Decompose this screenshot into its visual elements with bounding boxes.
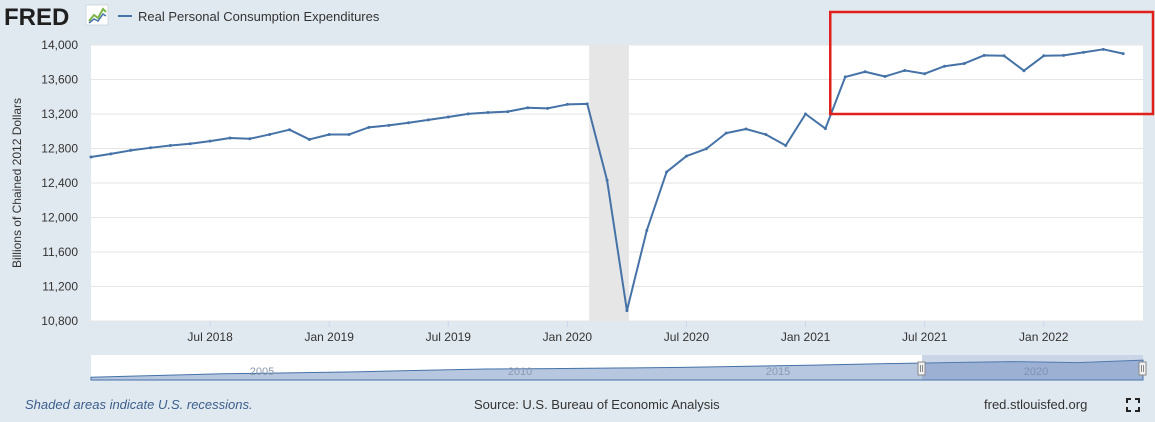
data-point[interactable] — [248, 137, 252, 141]
navigator-label: 2005 — [250, 366, 274, 378]
data-point[interactable] — [784, 143, 788, 147]
data-point[interactable] — [982, 53, 986, 57]
data-point[interactable] — [347, 132, 351, 136]
data-point[interactable] — [407, 121, 411, 125]
y-tick-label: 12,800 — [41, 142, 78, 156]
data-point[interactable] — [903, 68, 907, 72]
data-point[interactable] — [1101, 47, 1105, 51]
y-tick-label: 11,200 — [42, 280, 78, 294]
data-point[interactable] — [486, 110, 490, 114]
y-tick-label: 12,400 — [41, 176, 78, 190]
data-point[interactable] — [605, 178, 609, 182]
data-point[interactable] — [228, 136, 232, 140]
navigator[interactable]: 2005 2010 2015 2020 — [90, 355, 1147, 381]
y-axis-ticks: 10,800 11,200 11,600 12,000 12,400 12,800 13,2… — [41, 38, 78, 328]
data-point[interactable] — [823, 127, 827, 131]
x-tick-label: Jan 2019 — [304, 330, 354, 344]
data-point[interactable] — [843, 75, 847, 79]
data-point[interactable] — [883, 74, 887, 78]
data-point[interactable] — [1022, 69, 1026, 73]
navigator-selection[interactable] — [922, 355, 1143, 380]
data-point[interactable] — [109, 152, 113, 156]
x-tick-label: Jul 2020 — [664, 330, 710, 344]
data-point[interactable] — [704, 147, 708, 151]
data-point[interactable] — [466, 112, 470, 116]
data-point[interactable] — [188, 142, 192, 146]
data-point[interactable] — [149, 146, 153, 150]
data-point[interactable] — [804, 112, 808, 116]
x-axis-ticks: Jul 2018 Jan 2019 Jul 2019 Jan 2020 Jul 2020… — [187, 321, 1069, 344]
navigator-label: 2015 — [766, 366, 790, 378]
data-point[interactable] — [764, 133, 768, 137]
data-point[interactable] — [287, 128, 291, 132]
data-point[interactable] — [129, 148, 133, 152]
data-point[interactable] — [1121, 52, 1125, 56]
x-tick-label: Jul 2019 — [426, 330, 472, 344]
site-url-link[interactable]: fred.stlouisfed.org — [984, 397, 1088, 412]
data-point[interactable] — [1081, 50, 1085, 54]
data-point[interactable] — [426, 118, 430, 122]
recession-note: Shaded areas indicate U.S. recessions. — [25, 397, 253, 412]
y-tick-label: 11,600 — [42, 245, 78, 259]
data-point[interactable] — [327, 133, 331, 137]
data-point[interactable] — [684, 154, 688, 158]
fred-logo[interactable]: FRED — [4, 4, 109, 31]
source-note: Source: U.S. Bureau of Economic Analysis — [474, 397, 720, 412]
y-tick-label: 13,600 — [41, 73, 78, 87]
x-tick-label: Jul 2021 — [902, 330, 948, 344]
data-point[interactable] — [367, 125, 371, 129]
data-point[interactable] — [307, 137, 311, 141]
data-point[interactable] — [923, 72, 927, 76]
navigator-right-handle[interactable] — [1138, 361, 1147, 376]
highlight-layer — [829, 10, 1155, 116]
data-point[interactable] — [387, 123, 391, 127]
data-point[interactable] — [943, 64, 947, 68]
y-tick-label: 14,000 — [41, 38, 78, 52]
x-tick-label: Jan 2022 — [1019, 330, 1069, 344]
x-tick-label: Jan 2020 — [543, 330, 593, 344]
data-point[interactable] — [1002, 54, 1006, 58]
y-tick-label: 13,200 — [41, 107, 78, 121]
navigator-label: 2010 — [508, 366, 532, 378]
data-point[interactable] — [565, 102, 569, 106]
data-point[interactable] — [546, 106, 550, 110]
highlight-box — [829, 10, 1155, 116]
data-point[interactable] — [526, 106, 530, 110]
legend[interactable]: Real Personal Consumption Expenditures — [118, 9, 380, 24]
data-point[interactable] — [744, 127, 748, 131]
series-layer — [89, 47, 1125, 313]
fullscreen-icon[interactable] — [1126, 398, 1140, 412]
data-point[interactable] — [1062, 53, 1066, 57]
fred-logo-text: FRED — [4, 4, 69, 31]
data-point[interactable] — [89, 155, 93, 159]
data-point[interactable] — [665, 170, 669, 174]
navigator-label: 2020 — [1024, 366, 1048, 378]
data-point[interactable] — [962, 61, 966, 65]
data-point[interactable] — [585, 102, 589, 106]
data-point[interactable] — [863, 70, 867, 74]
data-point[interactable] — [168, 143, 172, 147]
fred-logo-graph-icon — [85, 4, 109, 26]
x-tick-label: Jul 2018 — [187, 330, 233, 344]
data-point[interactable] — [1042, 54, 1046, 58]
y-tick-label: 10,800 — [41, 314, 78, 328]
legend-label: Real Personal Consumption Expenditures — [138, 9, 380, 24]
data-point[interactable] — [724, 131, 728, 135]
navigator-left-handle[interactable] — [917, 361, 926, 376]
data-point[interactable] — [268, 132, 272, 136]
navigator-area — [90, 359, 1144, 381]
data-point[interactable] — [625, 309, 629, 313]
navigator-labels: 2005 2010 2015 2020 — [250, 366, 1048, 378]
y-tick-label: 12,000 — [41, 211, 78, 225]
x-tick-label: Jan 2021 — [781, 330, 831, 344]
data-point[interactable] — [208, 139, 212, 143]
data-point[interactable] — [506, 110, 510, 114]
data-point[interactable] — [645, 228, 649, 232]
navigator-series-layer — [90, 359, 1144, 381]
data-point[interactable] — [446, 115, 450, 119]
y-axis-label: Billions of Chained 2012 Dollars — [10, 98, 24, 268]
